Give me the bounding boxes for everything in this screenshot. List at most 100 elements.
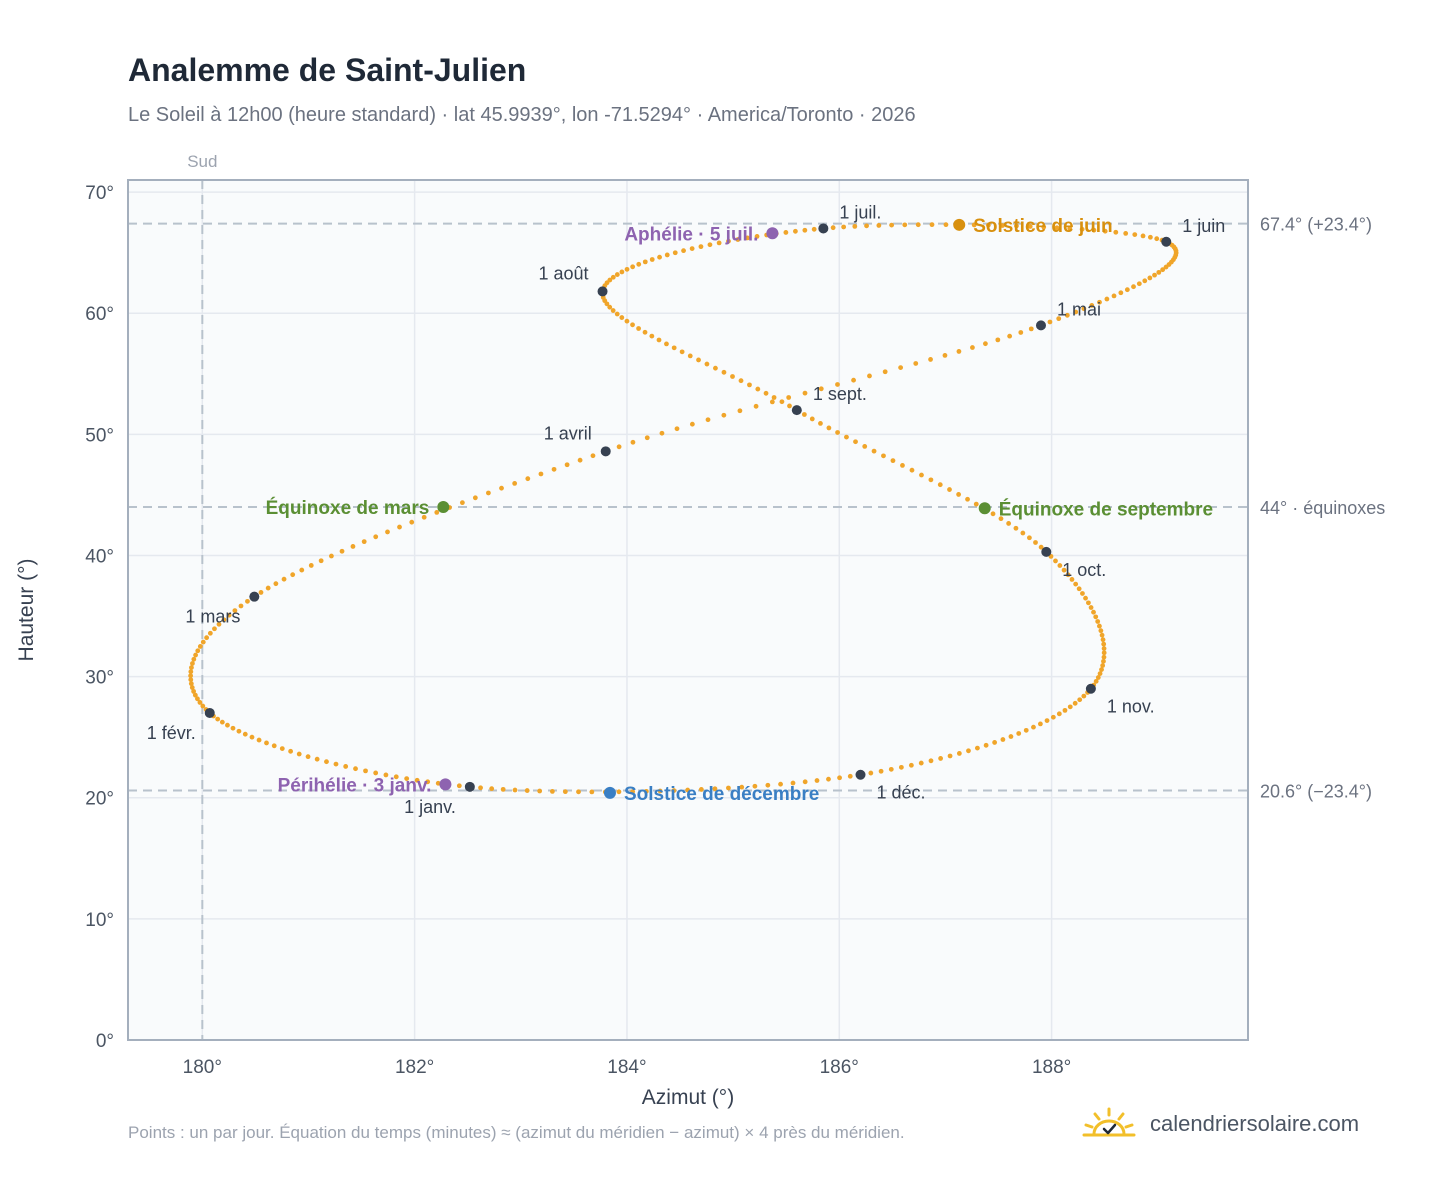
daily-point (1147, 275, 1153, 281)
daily-point (343, 764, 349, 769)
daily-point (525, 476, 531, 482)
daily-point (549, 788, 555, 794)
daily-point (1041, 224, 1047, 230)
daily-point (1047, 319, 1053, 325)
daily-point (614, 311, 620, 317)
daily-point (644, 435, 650, 441)
daily-point (1093, 614, 1099, 620)
daily-point (745, 235, 750, 241)
month-marker (204, 707, 215, 718)
daily-point (753, 403, 759, 409)
daily-point (664, 252, 670, 258)
month-label: 1 nov. (1107, 697, 1155, 717)
month-marker (1085, 683, 1096, 694)
y-tick-label: 0° (96, 1031, 114, 1052)
daily-point (1102, 228, 1108, 234)
daily-point (226, 612, 232, 618)
event-label: Périhélie · 3 janv. (278, 775, 432, 796)
daily-point (787, 403, 792, 409)
y-tick-label: 30° (85, 668, 114, 689)
daily-point (1098, 628, 1104, 634)
daily-point (1020, 530, 1026, 536)
daily-point (636, 326, 641, 331)
daily-point (1083, 595, 1088, 601)
event-label: Solstice de juin (973, 216, 1112, 237)
daily-point (1152, 272, 1157, 278)
daily-point (1069, 577, 1075, 582)
daily-point (305, 754, 311, 760)
daily-point (1044, 718, 1050, 723)
daily-point (1154, 236, 1160, 242)
daily-point (943, 222, 949, 228)
daily-point (216, 621, 222, 627)
daily-point (1088, 605, 1094, 610)
plot-border (127, 179, 1249, 1041)
daily-point (830, 225, 836, 231)
daily-point (674, 426, 680, 432)
daily-point (456, 783, 462, 789)
daily-point (619, 315, 625, 320)
month-marker (597, 286, 608, 297)
daily-point (876, 223, 882, 228)
daily-point (956, 492, 962, 497)
daily-point (847, 773, 853, 779)
month-label: 1 mai (1057, 299, 1101, 319)
daily-point (373, 534, 379, 540)
daily-point (232, 608, 238, 613)
daily-point (1018, 330, 1024, 335)
y-tick-label: 60° (85, 304, 114, 325)
daily-point (204, 635, 210, 641)
daily-point (189, 685, 195, 690)
daily-point (657, 788, 663, 794)
daily-point (219, 719, 225, 725)
daily-point (421, 514, 427, 520)
daily-point (851, 377, 856, 383)
daily-point (735, 237, 741, 242)
daily-point (564, 462, 570, 468)
daily-point (983, 742, 989, 748)
daily-point (726, 238, 731, 244)
daily-point (1065, 572, 1071, 578)
daily-point (1033, 540, 1038, 545)
daily-point (835, 430, 840, 435)
daily-point (590, 453, 596, 459)
event-label: Aphélie · 5 juil. (624, 224, 758, 245)
daily-point (459, 500, 465, 506)
daily-point (397, 524, 402, 530)
daily-point (1023, 727, 1029, 733)
daily-point (576, 789, 581, 795)
daily-point (361, 539, 367, 545)
daily-point (512, 481, 518, 486)
daily-point (350, 544, 356, 549)
brand-name[interactable]: calendriersolaire.com (1150, 1111, 1360, 1136)
daily-point (1056, 711, 1062, 717)
x-tick-label: 184° (607, 1057, 646, 1078)
daily-point (318, 558, 324, 564)
daily-point (610, 274, 616, 280)
daily-point (472, 495, 478, 501)
daily-point (754, 234, 760, 239)
daily-point (281, 576, 287, 582)
daily-point (1097, 671, 1103, 676)
reference-label: 44° · équinoxes (1260, 498, 1385, 518)
daily-point (393, 774, 399, 780)
daily-point (1111, 293, 1117, 299)
daily-point (1147, 234, 1153, 240)
daily-point (619, 269, 625, 275)
daily-point (1124, 287, 1130, 293)
daily-point (802, 390, 808, 396)
daily-point (434, 509, 440, 515)
daily-point (630, 264, 636, 270)
daily-point (664, 341, 669, 347)
y-axis-title: Hauteur (°) (15, 559, 38, 662)
brand-logo[interactable]: calendriersolaire.com (1082, 1104, 1359, 1144)
daily-point (1100, 663, 1106, 668)
daily-point (1067, 226, 1073, 231)
daily-point (889, 222, 895, 228)
daily-point (1061, 567, 1067, 573)
daily-point (763, 390, 769, 396)
daily-point (878, 768, 884, 774)
daily-point (970, 345, 975, 350)
daily-point (193, 652, 198, 658)
daily-point (296, 751, 302, 757)
